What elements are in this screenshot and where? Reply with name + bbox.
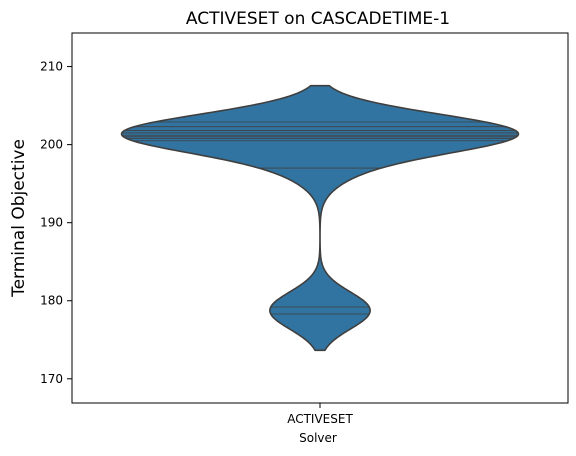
chart-title: ACTIVESET on CASCADETIME-1 [186,9,450,29]
y-axis: 170 180 190 200 210 [40,60,72,386]
y-tick-label: 190 [40,216,63,230]
y-tick-label: 180 [40,294,63,308]
violin-layer [120,84,520,352]
violin-body [120,84,520,352]
y-tick-label: 170 [40,372,63,386]
x-tick-label: ACTIVESET [287,412,353,426]
y-axis-label: Terminal Objective [9,139,29,298]
x-axis: ACTIVESET [287,403,353,426]
y-tick-label: 200 [40,138,63,152]
x-axis-label: Solver [299,431,337,445]
y-tick-label: 210 [40,60,63,74]
